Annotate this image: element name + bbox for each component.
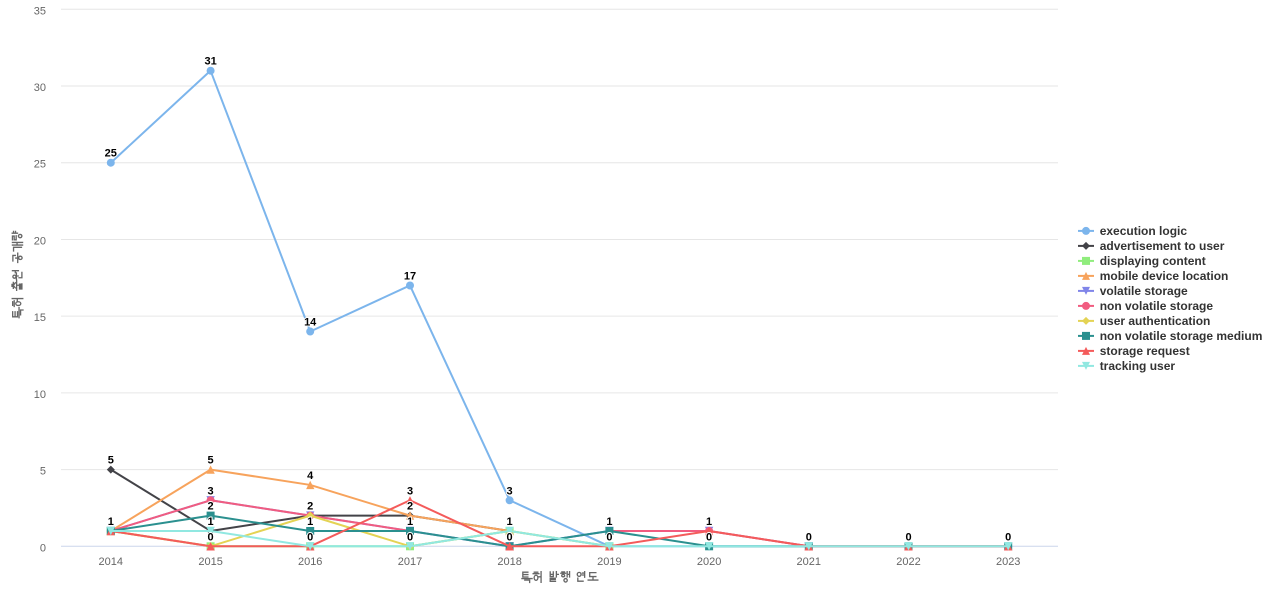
svg-text:3: 3 — [507, 485, 513, 497]
svg-text:5: 5 — [108, 455, 114, 467]
svg-text:3: 3 — [208, 485, 214, 497]
svg-text:2016: 2016 — [298, 556, 322, 568]
svg-text:2: 2 — [407, 501, 413, 513]
svg-text:0: 0 — [606, 531, 612, 543]
svg-text:0: 0 — [40, 542, 46, 554]
svg-text:1: 1 — [407, 516, 413, 528]
svg-text:30: 30 — [34, 82, 46, 94]
svg-text:14: 14 — [304, 317, 317, 329]
svg-text:20: 20 — [34, 235, 46, 247]
svg-text:0: 0 — [806, 531, 812, 543]
svg-text:volatile storage: volatile storage — [1100, 284, 1188, 298]
svg-text:2022: 2022 — [896, 556, 920, 568]
svg-text:4: 4 — [307, 470, 314, 482]
svg-text:0: 0 — [905, 531, 911, 543]
svg-text:2014: 2014 — [99, 556, 123, 568]
svg-text:displaying content: displaying content — [1100, 254, 1206, 268]
svg-text:mobile device location: mobile device location — [1100, 269, 1229, 283]
svg-text:17: 17 — [404, 271, 416, 283]
svg-text:0: 0 — [507, 531, 513, 543]
svg-text:0: 0 — [307, 531, 313, 543]
svg-text:2020: 2020 — [697, 556, 721, 568]
svg-text:1: 1 — [208, 516, 214, 528]
svg-text:5: 5 — [40, 466, 46, 478]
svg-text:15: 15 — [34, 312, 46, 324]
svg-text:2: 2 — [307, 501, 313, 513]
svg-text:1: 1 — [606, 516, 612, 528]
svg-text:5: 5 — [208, 455, 214, 467]
svg-text:31: 31 — [204, 56, 216, 68]
svg-text:1: 1 — [507, 516, 513, 528]
svg-text:0: 0 — [706, 531, 712, 543]
svg-text:2023: 2023 — [996, 556, 1020, 568]
svg-text:0: 0 — [208, 531, 214, 543]
svg-text:tracking user: tracking user — [1100, 359, 1176, 373]
svg-text:non volatile storage medium: non volatile storage medium — [1100, 329, 1263, 343]
svg-text:1: 1 — [307, 516, 313, 528]
svg-text:execution logic: execution logic — [1100, 224, 1188, 238]
svg-text:2019: 2019 — [597, 556, 621, 568]
svg-text:2: 2 — [208, 501, 214, 513]
svg-text:advertisement to user: advertisement to user — [1100, 239, 1225, 253]
svg-text:2017: 2017 — [398, 556, 422, 568]
svg-text:1: 1 — [706, 516, 712, 528]
svg-text:10: 10 — [34, 389, 46, 401]
svg-text:user authentication: user authentication — [1100, 314, 1211, 328]
svg-text:0: 0 — [1005, 531, 1011, 543]
svg-text:storage request: storage request — [1100, 344, 1190, 358]
svg-text:25: 25 — [34, 159, 46, 171]
svg-text:25: 25 — [105, 148, 117, 160]
svg-text:1: 1 — [108, 516, 114, 528]
svg-text:2015: 2015 — [198, 556, 222, 568]
svg-text:2021: 2021 — [797, 556, 821, 568]
svg-text:2018: 2018 — [497, 556, 521, 568]
svg-text:3: 3 — [407, 485, 413, 497]
svg-text:35: 35 — [34, 5, 46, 17]
svg-text:0: 0 — [407, 531, 413, 543]
svg-text:non volatile storage: non volatile storage — [1100, 299, 1214, 313]
